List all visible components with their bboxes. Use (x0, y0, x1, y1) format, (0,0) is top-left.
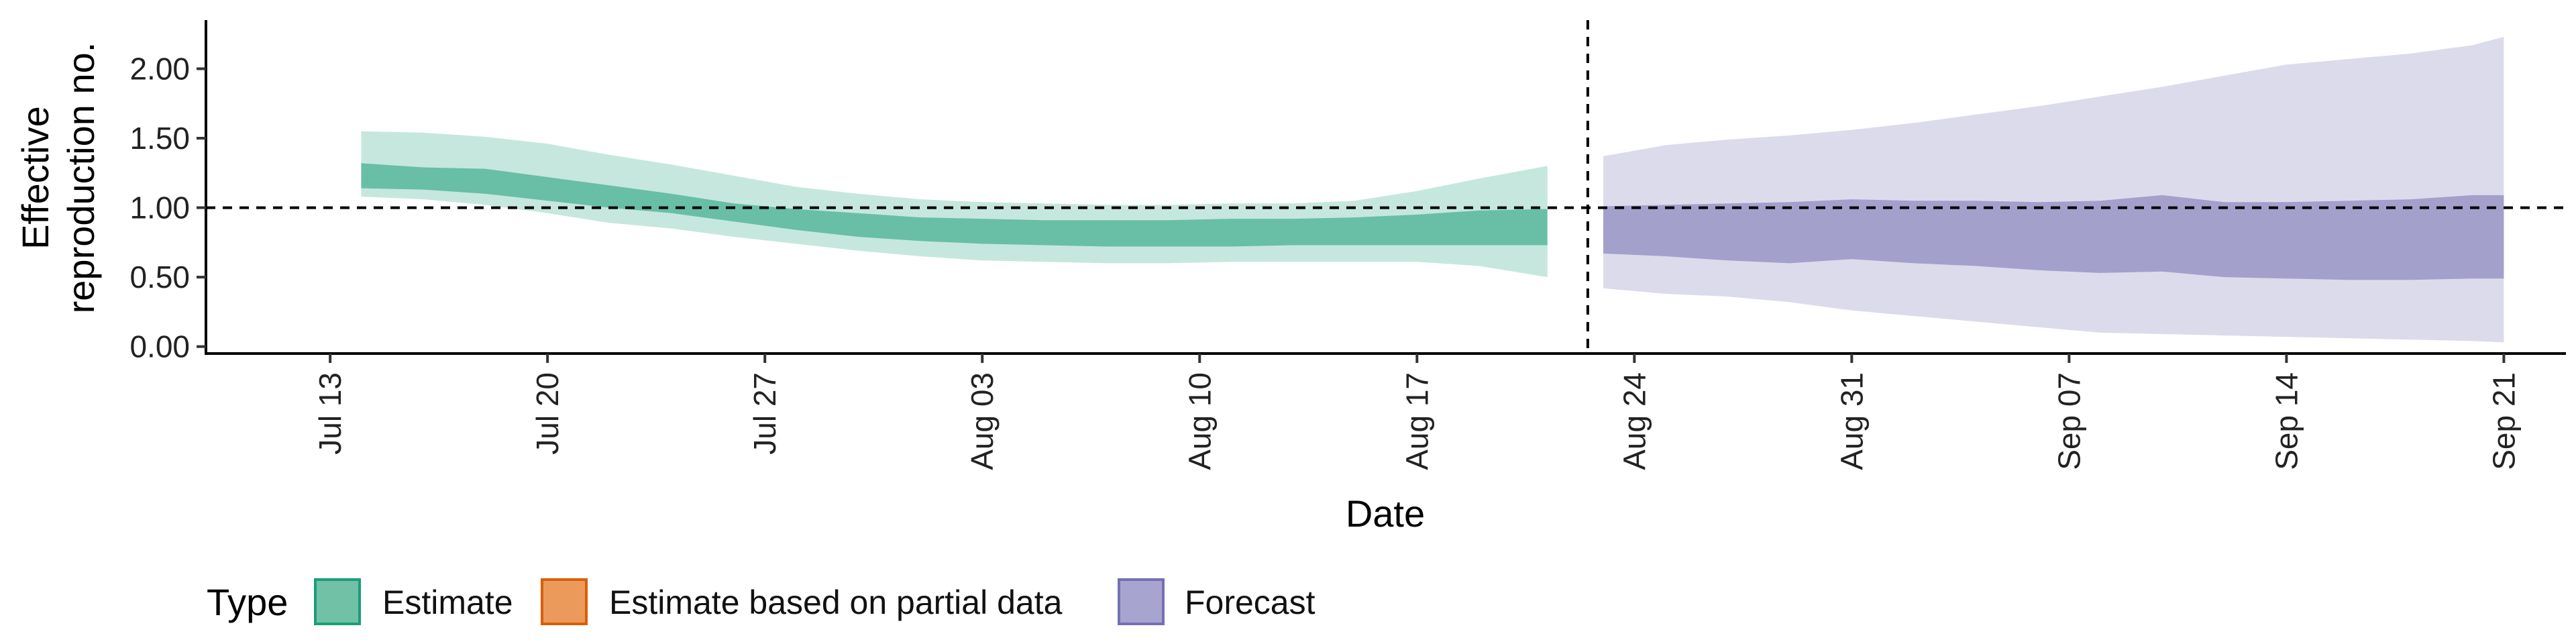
estimate-outer-band (361, 131, 1548, 278)
x-tick-label: Aug 31 (1834, 372, 1869, 470)
y-tick-label: 0.50 (129, 260, 190, 294)
x-tick-label: Jul 13 (313, 372, 347, 455)
legend-key-partial-estimate (541, 578, 588, 625)
x-tick-label: Jul 27 (747, 372, 782, 455)
x-tick-label: Sep 07 (2051, 372, 2086, 470)
estimate-inner-band (361, 163, 1548, 247)
plot-area: 0.00 0.50 1.00 1.50 2.00 Jul 13 Jul 20 Jul 27 Au… (129, 20, 2566, 470)
y-tick-label: 1.50 (129, 121, 190, 156)
y-axis-title-line-1: Effective (14, 106, 56, 250)
y-tick-label: 2.00 (129, 51, 190, 86)
legend-label-partial-estimate: Estimate based on partial data (609, 584, 1063, 621)
forecast-inner-band (1603, 195, 2504, 280)
x-tick-label: Aug 24 (1617, 372, 1652, 470)
y-axis-title-line-2: reproduction no. (60, 42, 102, 314)
legend-label-forecast: Forecast (1185, 584, 1316, 621)
y-tick-label: 0.00 (129, 329, 190, 364)
x-tick-label: Aug 10 (1182, 372, 1217, 470)
y-tick-label: 1.00 (129, 191, 190, 225)
x-tick-label: Aug 17 (1399, 372, 1434, 470)
x-tick-label: Sep 21 (2486, 372, 2521, 470)
legend-label-estimate: Estimate (382, 584, 513, 621)
legend-key-estimate (314, 578, 361, 625)
legend-key-forecast (1118, 578, 1165, 625)
legend: Type Estimate Estimate based on partial … (207, 578, 1316, 625)
x-tick-label: Aug 03 (965, 372, 1000, 470)
legend-title: Type (207, 581, 288, 623)
x-tick-label: Jul 20 (530, 372, 565, 455)
x-axis-title: Date (1346, 492, 1425, 535)
forecast-outer-band (1603, 36, 2504, 343)
x-tick-label: Sep 14 (2269, 372, 2304, 470)
